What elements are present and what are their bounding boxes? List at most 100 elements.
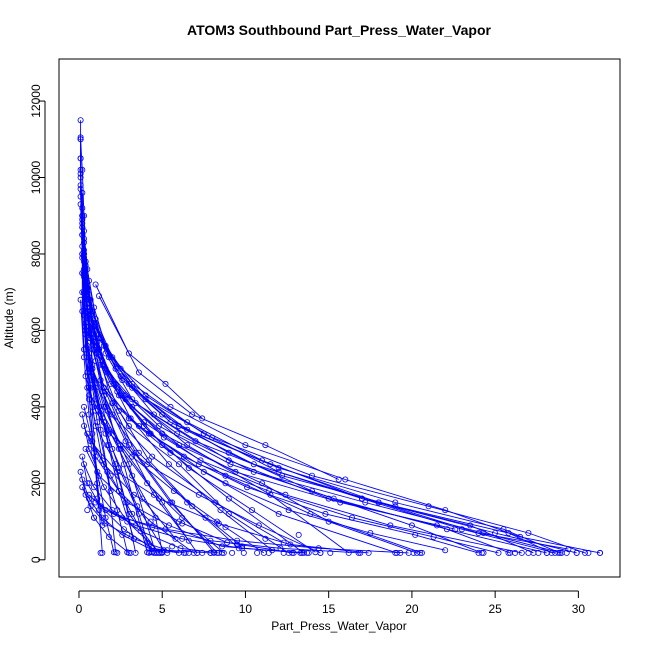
data-point (79, 453, 86, 460)
profile-series (79, 289, 131, 556)
scatter-points-layer (84, 442, 604, 556)
data-point (81, 422, 88, 429)
data-point (167, 403, 174, 410)
data-point (367, 530, 374, 537)
data-point (102, 350, 109, 357)
data-point (458, 526, 465, 533)
series-line (93, 341, 547, 554)
data-point (480, 549, 487, 556)
data-point (82, 292, 89, 299)
data-point (229, 549, 236, 556)
profile-series (87, 335, 525, 556)
data-point (518, 549, 525, 556)
profile-series (84, 430, 297, 556)
data-point (597, 549, 604, 556)
data-point (91, 338, 98, 345)
x-tick-label: 0 (76, 602, 83, 616)
data-point (417, 549, 424, 556)
data-point (184, 419, 191, 426)
data-point (200, 468, 207, 475)
y-tick-label: 6000 (29, 317, 43, 344)
profile-series (92, 499, 412, 556)
data-point (478, 549, 485, 556)
data-point (114, 388, 121, 395)
data-point (86, 491, 93, 498)
series-layer (77, 117, 604, 556)
data-point (82, 262, 89, 269)
data-point (282, 491, 289, 498)
data-point (345, 549, 352, 556)
data-point (408, 522, 415, 529)
series-line (96, 353, 562, 554)
data-point (167, 419, 174, 426)
x-axis-label: Part_Press_Water_Vapor (271, 619, 406, 633)
data-point (144, 461, 151, 468)
data-point (129, 472, 136, 479)
data-point (184, 426, 191, 433)
data-point (425, 503, 432, 510)
data-point (124, 531, 131, 538)
data-point (265, 487, 272, 494)
data-point (335, 476, 342, 483)
series-line (86, 292, 577, 554)
data-point (79, 476, 86, 483)
data-point (215, 520, 222, 527)
data-point (144, 480, 151, 487)
data-point (277, 545, 284, 552)
data-point (102, 514, 109, 521)
data-point (175, 422, 182, 429)
data-point (130, 535, 137, 542)
data-point (543, 549, 550, 556)
data-point (125, 422, 132, 429)
data-point (164, 547, 171, 554)
data-point (129, 396, 136, 403)
data-point (102, 430, 109, 437)
data-point (79, 189, 86, 196)
series-line (88, 311, 586, 554)
data-point (280, 549, 287, 556)
data-point (81, 273, 88, 280)
data-point (120, 526, 127, 533)
data-point (114, 468, 121, 475)
data-point (219, 543, 226, 550)
x-tick-label: 30 (572, 602, 586, 616)
data-point (77, 468, 84, 475)
data-point (127, 549, 134, 556)
data-point (410, 549, 417, 556)
data-point (442, 547, 449, 554)
data-point (202, 514, 209, 521)
profile-series (96, 292, 342, 483)
data-point (355, 549, 362, 556)
data-point (289, 549, 296, 556)
data-point (452, 526, 459, 533)
series-line (85, 330, 163, 553)
data-point (337, 499, 344, 506)
data-point (114, 549, 121, 556)
data-point (387, 522, 394, 529)
data-point (102, 388, 109, 395)
series-line (90, 441, 369, 554)
data-point (129, 510, 136, 517)
profile-series (109, 400, 502, 556)
data-point (217, 507, 224, 514)
data-point (114, 507, 121, 514)
series-line (105, 391, 479, 554)
data-point (285, 507, 292, 514)
data-point (234, 541, 241, 548)
data-point (279, 472, 286, 479)
profile-series (77, 185, 93, 342)
data-point (249, 507, 256, 514)
profile-series (92, 281, 206, 422)
data-point (86, 335, 93, 342)
data-point (365, 549, 372, 556)
data-point (179, 514, 186, 521)
data-point (140, 419, 147, 426)
data-point (109, 445, 116, 452)
data-point (84, 507, 91, 514)
data-point (84, 430, 91, 437)
data-point (505, 549, 512, 556)
data-point (91, 377, 98, 384)
data-point (87, 503, 94, 510)
data-point (265, 549, 272, 556)
y-axis-label: Altitude (m) (2, 287, 16, 348)
